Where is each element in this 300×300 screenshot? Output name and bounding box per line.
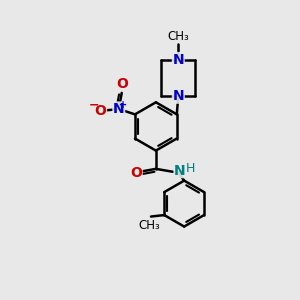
Text: N: N [172, 52, 184, 67]
Text: O: O [94, 103, 106, 118]
Text: N: N [113, 102, 124, 116]
Text: +: + [119, 100, 128, 110]
Text: −: − [89, 99, 99, 112]
Text: N: N [174, 164, 186, 178]
Text: O: O [130, 166, 142, 180]
Text: N: N [172, 89, 184, 103]
Text: H: H [186, 162, 195, 175]
Text: O: O [116, 76, 128, 91]
Text: CH₃: CH₃ [167, 30, 189, 43]
Text: CH₃: CH₃ [139, 219, 160, 232]
